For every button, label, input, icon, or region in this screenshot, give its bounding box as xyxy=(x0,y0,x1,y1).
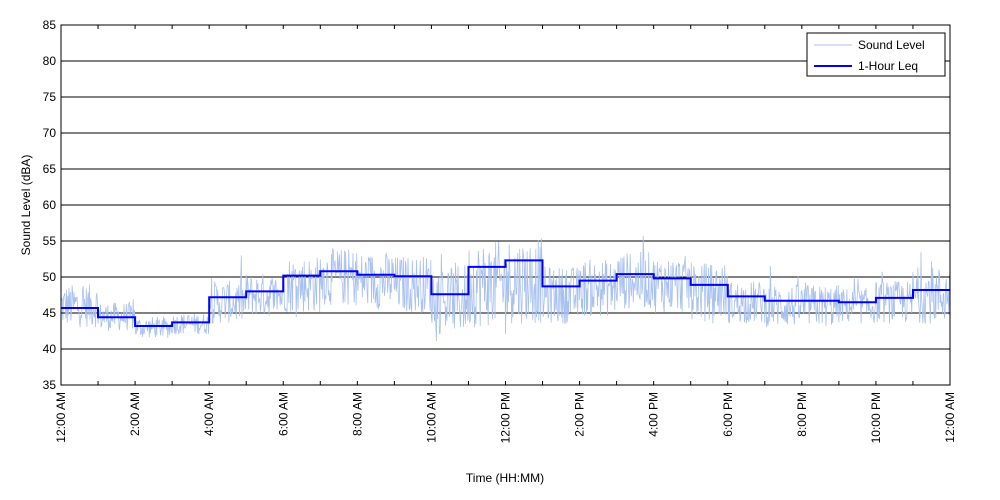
x-tick-label: 10:00 PM xyxy=(869,392,883,443)
y-tick-label: 65 xyxy=(43,162,57,176)
legend-label-sound-level: Sound Level xyxy=(858,38,925,52)
x-tick-label: 8:00 PM xyxy=(795,392,809,437)
x-tick-label: 8:00 AM xyxy=(350,392,364,436)
x-tick-label: 12:00 PM xyxy=(499,392,513,443)
legend-box xyxy=(806,32,946,77)
y-tick-label: 35 xyxy=(43,378,57,392)
x-tick-label: 12:00 AM xyxy=(54,392,68,443)
y-tick-label: 80 xyxy=(43,54,57,68)
y-tick-label: 70 xyxy=(43,126,57,140)
x-tick-label: 2:00 AM xyxy=(128,392,142,436)
x-tick-label: 12:00 AM xyxy=(943,392,957,443)
x-tick-label: 2:00 PM xyxy=(573,392,587,437)
y-axis: 35 40 45 50 55 60 65 70 75 80 85 xyxy=(43,18,950,392)
y-tick-label: 45 xyxy=(43,306,57,320)
y-tick-label: 60 xyxy=(43,198,57,212)
legend-label-leq: 1-Hour Leq xyxy=(858,59,918,73)
x-tick-label: 6:00 AM xyxy=(276,392,290,436)
x-tick-label: 4:00 AM xyxy=(202,392,216,436)
y-tick-label: 75 xyxy=(43,90,57,104)
y-tick-label: 50 xyxy=(43,270,57,284)
leq-series xyxy=(61,259,950,327)
y-tick-label: 85 xyxy=(43,18,57,32)
x-tick-label: 4:00 PM xyxy=(647,392,661,437)
y-axis-label: Sound Level (dBA) xyxy=(19,155,33,256)
x-tick-label: 10:00 AM xyxy=(424,392,438,443)
legend: Sound Level 1-Hour Leq xyxy=(806,32,946,77)
leq-step-line xyxy=(61,259,950,327)
y-tick-label: 40 xyxy=(43,342,57,356)
x-axis: 12:00 AM 2:00 AM 4:00 AM 6:00 AM 8:00 AM 10:0… xyxy=(54,25,957,443)
x-axis-label: Time (HH:MM) xyxy=(466,471,544,485)
y-tick-label: 55 xyxy=(43,234,57,248)
x-tick-label: 6:00 PM xyxy=(721,392,735,437)
